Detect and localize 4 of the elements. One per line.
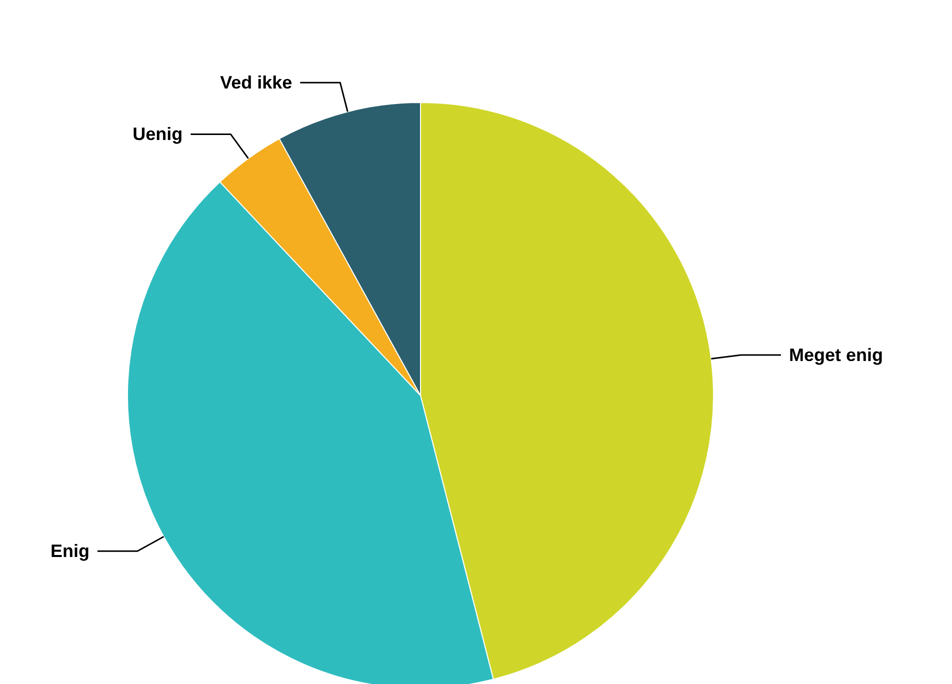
slice-label: Ved ikke bbox=[220, 72, 292, 93]
slice-label: Meget enig bbox=[788, 345, 883, 366]
slice-label: Uenig bbox=[132, 124, 183, 144]
slice-label: Enig bbox=[50, 541, 90, 562]
